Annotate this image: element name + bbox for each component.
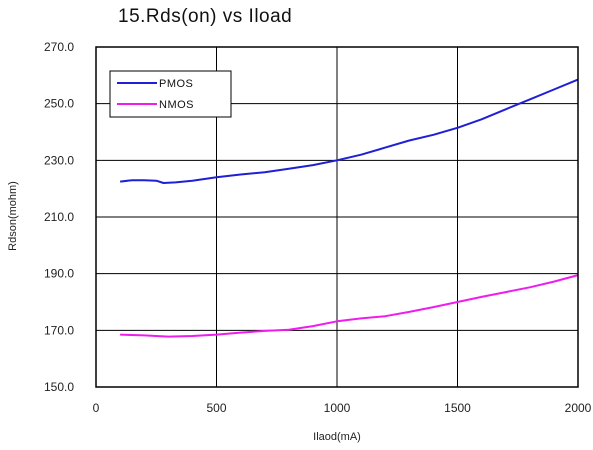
legend-label-pmos: PMOS [159, 78, 193, 90]
legend-box [109, 70, 232, 118]
x-tick-label: 500 [206, 401, 226, 415]
series-line-nmos [120, 274, 579, 338]
plot-frame [95, 46, 579, 388]
x-tick-label: 1000 [324, 401, 351, 415]
chart-title: 15.Rds(on) vs Iload [118, 6, 293, 27]
y-tick-label: 190.0 [44, 267, 74, 281]
y-tick-label: 230.0 [44, 153, 74, 167]
legend: PMOS NMOS [109, 70, 232, 118]
legend-label-nmos: NMOS [159, 99, 194, 111]
y-tick-label: 150.0 [44, 380, 74, 394]
x-tick-label: 1500 [444, 401, 471, 415]
x-axis-label: Ilaod(mA) [313, 431, 361, 443]
y-tick-label: 210.0 [44, 210, 74, 224]
y-tick-label: 170.0 [44, 323, 74, 337]
y-tick-label: 250.0 [44, 97, 74, 111]
series-line-pmos [119, 78, 579, 184]
y-tick-label: 270.0 [44, 40, 74, 54]
x-tick-label: 0 [93, 401, 100, 415]
y-axis-label: Rdson(mohm) [7, 181, 19, 251]
x-tick-label: 2000 [565, 401, 592, 415]
